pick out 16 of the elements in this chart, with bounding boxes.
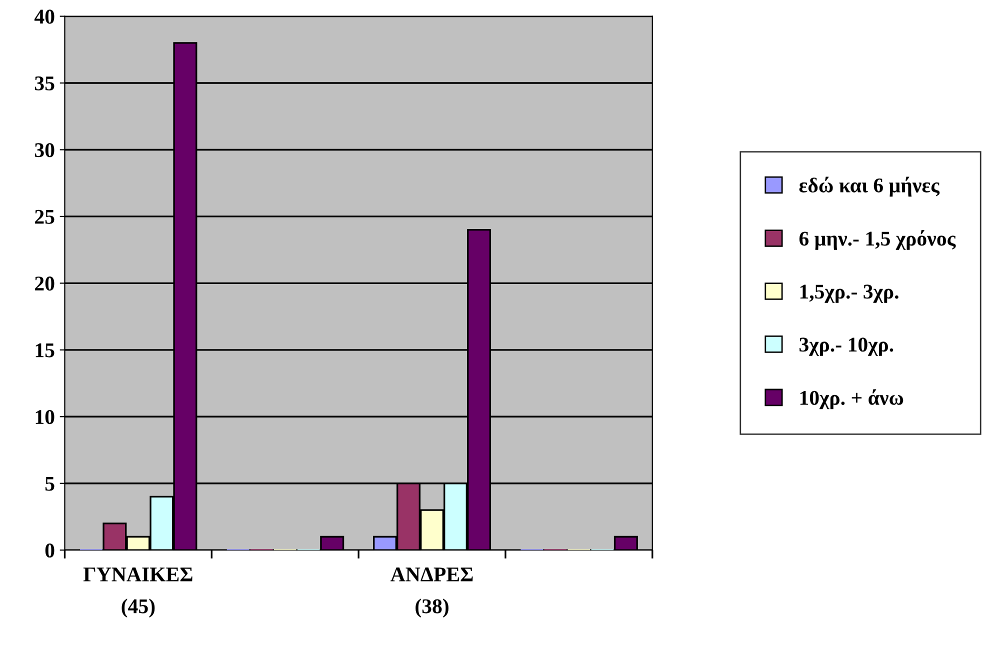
y-tick-label: 20 — [35, 276, 54, 291]
legend-label: 3χρ.- 10χρ. — [800, 338, 894, 356]
y-tick-label: 0 — [45, 543, 54, 558]
y-tick-label: 40 — [34, 10, 54, 24]
y-tick-label: 5 — [45, 476, 54, 491]
legend-label: 10χρ. + άνω — [800, 389, 904, 410]
y-tick-label: 15 — [36, 343, 54, 358]
legend-label: εδώ και 6 μήνες — [799, 176, 940, 197]
x-tick-label: ΑΝΔΡΕΣ (38) — [390, 567, 473, 618]
y-tick-label: 30 — [34, 143, 54, 158]
legend-label: 6 μην.- 1,5 χρόνος — [799, 230, 956, 250]
y-tick-label: 10 — [36, 410, 54, 424]
y-tick-label: 35 — [34, 76, 54, 90]
legend-label: 1,5χρ.- 3χρ. — [800, 284, 898, 303]
x-tick-label: ΓΥΝΑΙΚΕΣ (45) — [83, 567, 192, 618]
y-tick-label: 25 — [35, 210, 54, 224]
